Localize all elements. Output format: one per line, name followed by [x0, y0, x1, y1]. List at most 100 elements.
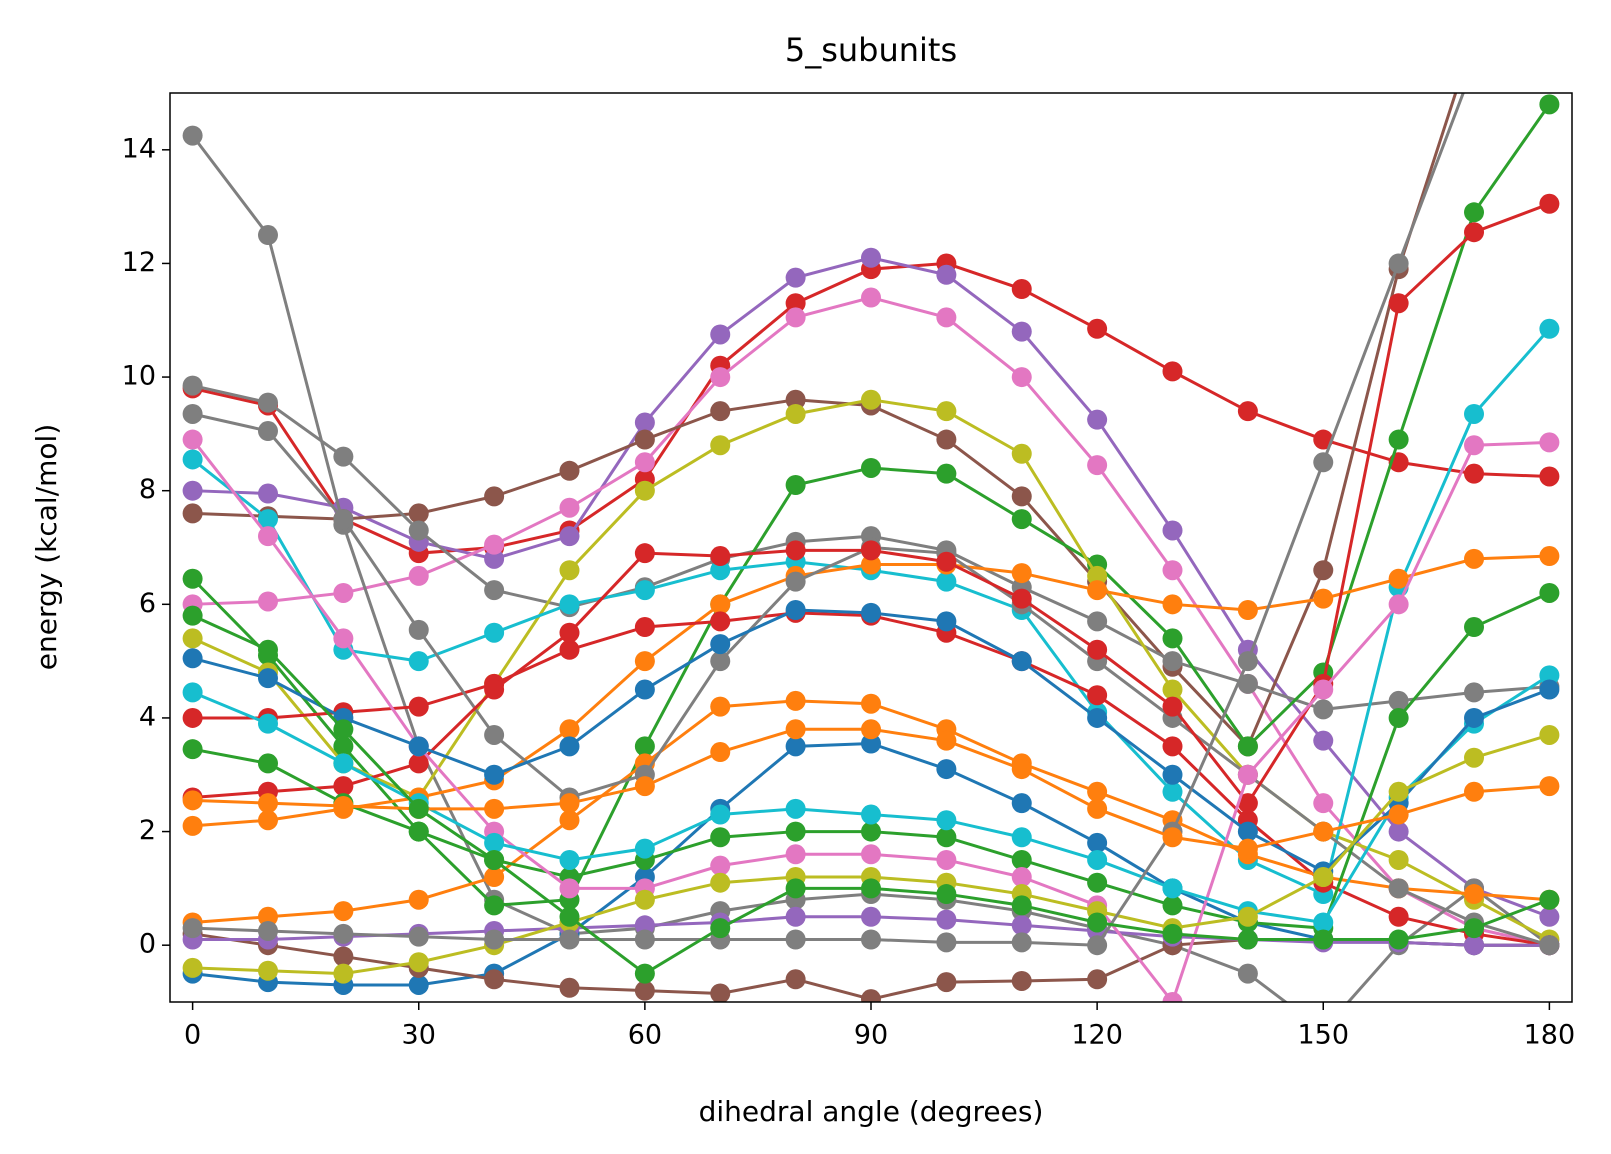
- point: [710, 827, 731, 848]
- point: [936, 401, 957, 422]
- point: [861, 929, 881, 950]
- point: [1011, 279, 1032, 300]
- point: [257, 920, 278, 941]
- point: [484, 534, 505, 555]
- point: [182, 739, 203, 760]
- point: [484, 969, 505, 990]
- point: [861, 540, 881, 561]
- point: [1539, 724, 1560, 745]
- point: [1464, 202, 1485, 223]
- point: [634, 617, 655, 638]
- point: [785, 844, 806, 865]
- point: [484, 580, 505, 601]
- point: [333, 446, 354, 467]
- point: [1162, 594, 1183, 615]
- point: [333, 946, 354, 967]
- point: [1313, 929, 1334, 950]
- point: [408, 565, 429, 586]
- point: [936, 611, 957, 632]
- point: [182, 429, 203, 450]
- point: [1464, 55, 1484, 75]
- point: [1539, 776, 1560, 797]
- point: [1464, 747, 1485, 768]
- point: [1313, 429, 1334, 450]
- point: [408, 619, 429, 640]
- point: [484, 548, 505, 569]
- point: [861, 733, 881, 754]
- point: [785, 475, 806, 496]
- point: [634, 580, 655, 601]
- point: [710, 855, 731, 876]
- point: [785, 878, 806, 899]
- point: [936, 810, 957, 831]
- point: [1388, 293, 1409, 314]
- point: [936, 759, 957, 780]
- point: [785, 906, 806, 927]
- point: [408, 503, 429, 524]
- point: [710, 634, 731, 655]
- x-tick-label: 0: [184, 1020, 201, 1051]
- point: [1011, 563, 1032, 584]
- point: [484, 929, 505, 950]
- point: [1237, 599, 1258, 620]
- point: [1011, 443, 1032, 464]
- point: [1388, 781, 1409, 802]
- point: [634, 915, 655, 936]
- point: [333, 753, 354, 774]
- point: [1388, 878, 1409, 899]
- chart-title: 5_subunits: [785, 31, 957, 69]
- point: [1087, 318, 1108, 339]
- point: [936, 551, 957, 572]
- point: [710, 611, 731, 632]
- point: [257, 483, 278, 504]
- point: [634, 679, 655, 700]
- point: [1011, 759, 1032, 780]
- point: [1539, 665, 1560, 686]
- point: [936, 730, 957, 751]
- point: [785, 798, 806, 819]
- point: [1464, 918, 1485, 939]
- y-tick-label: 8: [139, 474, 156, 505]
- point: [182, 503, 203, 524]
- point: [559, 849, 580, 870]
- point: [1237, 401, 1258, 422]
- point: [936, 307, 957, 328]
- point: [861, 554, 881, 575]
- point: [1539, 94, 1560, 115]
- point: [1539, 546, 1560, 567]
- x-tick-label: 150: [1297, 1020, 1349, 1051]
- x-tick-label: 120: [1071, 1020, 1123, 1051]
- point: [785, 599, 806, 620]
- point: [710, 594, 731, 615]
- point: [1388, 594, 1409, 615]
- point: [559, 977, 580, 998]
- point: [710, 696, 731, 717]
- y-tick-label: 14: [122, 133, 156, 164]
- point: [408, 889, 429, 910]
- point: [1162, 560, 1183, 581]
- point: [333, 719, 354, 740]
- point: [1011, 651, 1032, 672]
- point: [257, 810, 278, 831]
- point: [936, 571, 957, 592]
- point: [634, 889, 655, 910]
- point: [710, 435, 731, 456]
- point: [1087, 969, 1108, 990]
- point: [182, 815, 203, 836]
- point: [484, 849, 505, 870]
- point: [484, 679, 505, 700]
- point: [1162, 895, 1183, 916]
- point: [559, 560, 580, 581]
- point: [408, 926, 429, 947]
- point: [408, 651, 429, 672]
- point: [861, 287, 881, 308]
- point: [710, 401, 731, 422]
- point: [484, 486, 505, 507]
- point: [1464, 403, 1485, 424]
- point: [333, 628, 354, 649]
- point: [1313, 452, 1334, 473]
- point: [484, 764, 505, 785]
- point: [710, 651, 731, 672]
- point: [1388, 690, 1409, 711]
